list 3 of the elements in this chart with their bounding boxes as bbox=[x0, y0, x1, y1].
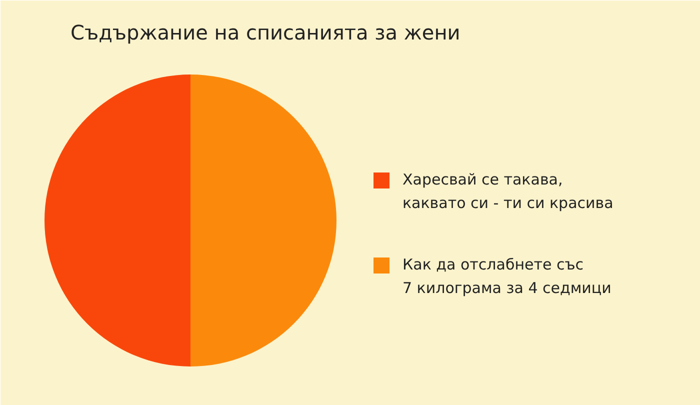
legend-label: Харесвай се такава, каквато си - ти си красива bbox=[402, 170, 614, 212]
chart-title: Съдържание на списанията за жени bbox=[70, 20, 460, 44]
legend-label: Как да отслабнете със 7 килограма за 4 седмици bbox=[402, 256, 612, 297]
